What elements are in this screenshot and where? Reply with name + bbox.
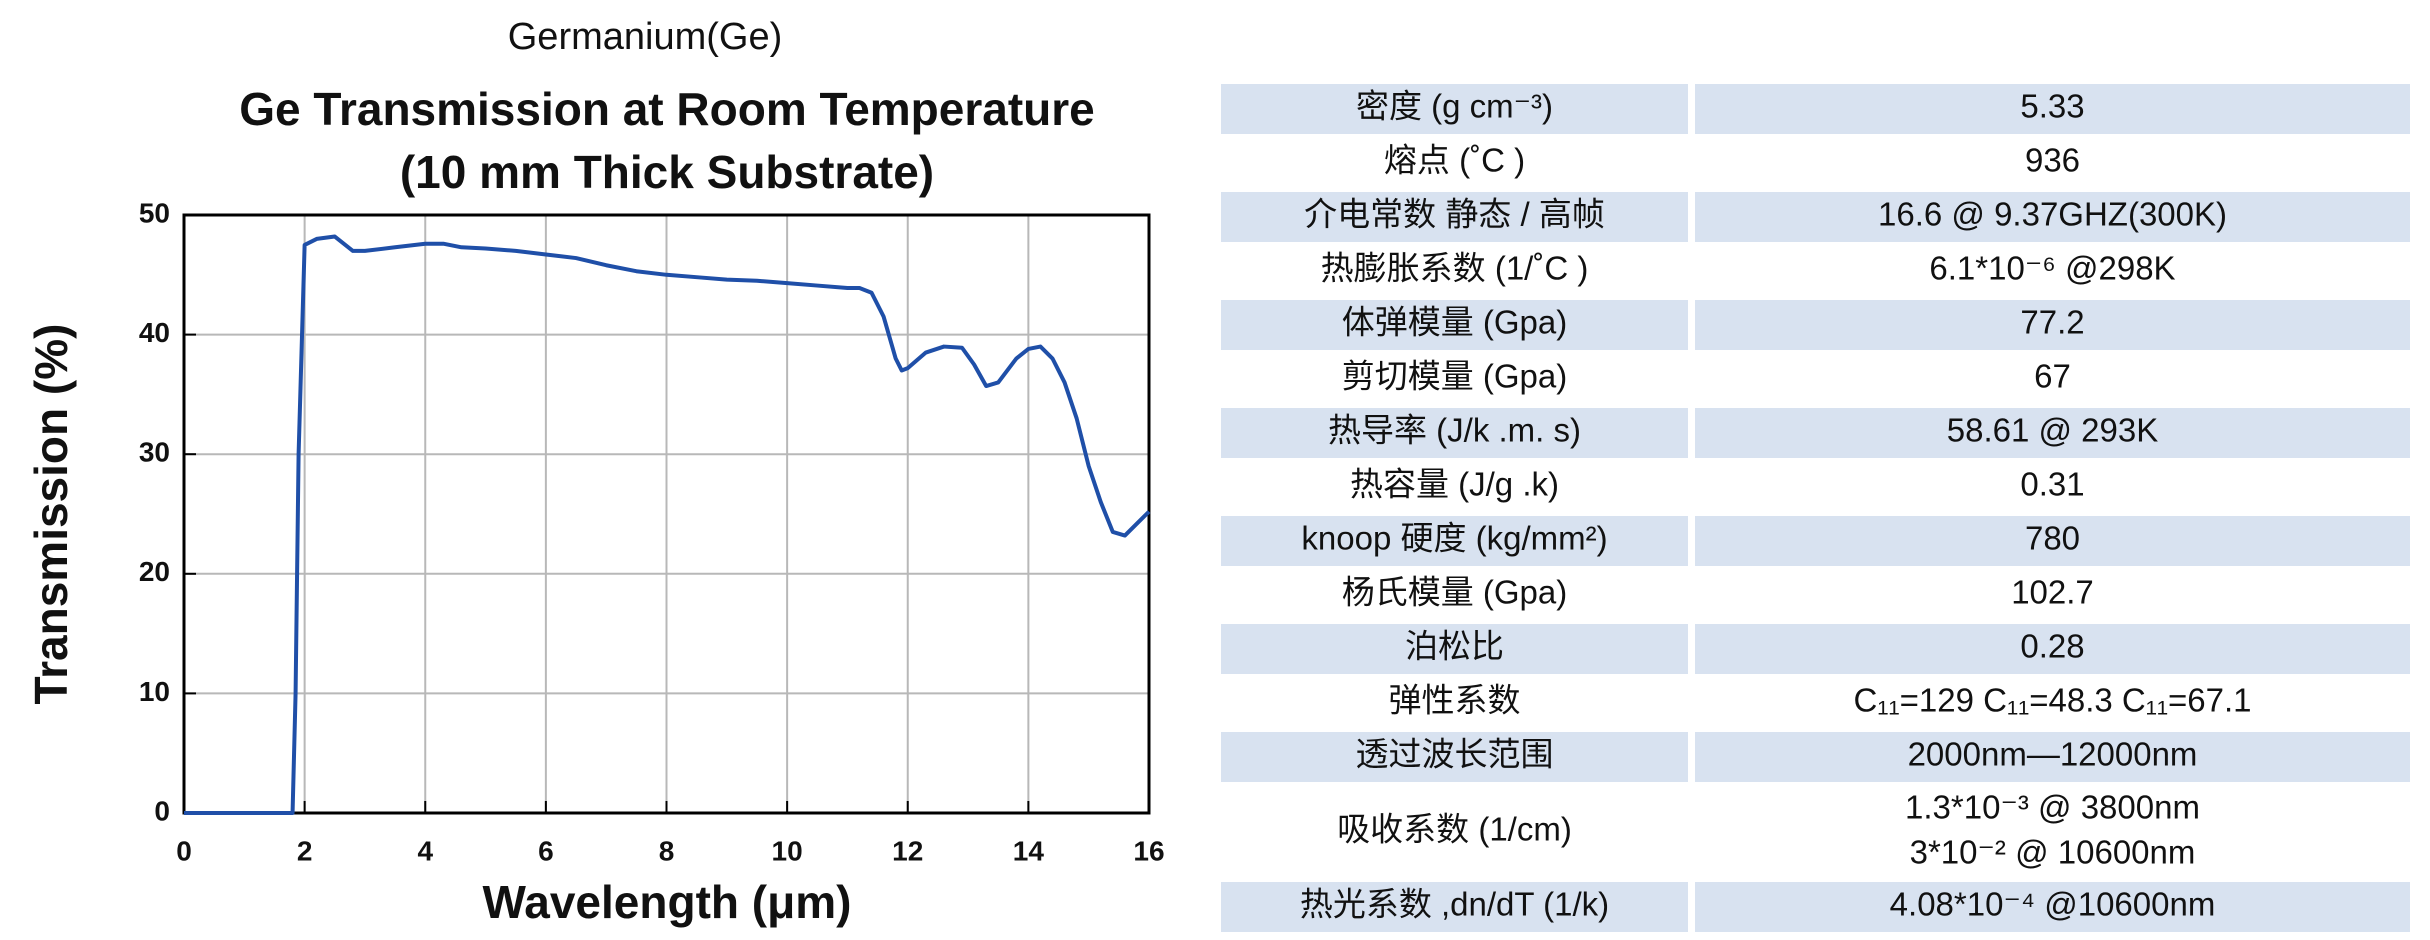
table-cell: [1221, 462, 1688, 512]
x-tick-label: 8: [659, 835, 675, 866]
table-cell: [1221, 624, 1688, 674]
table-cell: [1695, 300, 2410, 350]
table-cell: [1695, 84, 2410, 134]
table-cell: [1695, 516, 2410, 566]
property-name: 弹性系数: [1389, 682, 1521, 719]
table-cell: [1695, 732, 2410, 782]
table-cell: [1221, 786, 1688, 878]
y-tick-label: 0: [154, 795, 170, 826]
property-value: 3*10⁻² @ 10600nm: [1910, 834, 2196, 871]
property-value: 6.1*10⁻⁶ @298K: [1929, 250, 2175, 287]
table-cell: [1221, 300, 1688, 350]
table-cell: [1695, 570, 2410, 620]
table-cell: [1695, 786, 2410, 878]
property-value: 58.61 @ 293K: [1947, 412, 2159, 449]
chart-title: Ge Transmission at Room Temperature: [239, 83, 1095, 135]
table-cell: [1695, 678, 2410, 728]
table-cell: [1221, 570, 1688, 620]
property-name: 熔点 (˚C ): [1384, 142, 1525, 179]
table-cell: [1695, 882, 2410, 932]
property-name: 热光系数 ,dn/dT (1/k): [1300, 886, 1609, 923]
table-cell: [1221, 678, 1688, 728]
property-value: 780: [2025, 520, 2080, 557]
y-tick-label: 30: [139, 437, 170, 468]
property-value: 77.2: [2020, 304, 2084, 341]
property-name: 吸收系数 (1/cm): [1337, 811, 1572, 848]
table-cell: [1221, 732, 1688, 782]
property-value: 936: [2025, 142, 2080, 179]
header: Germanium(Ge): [508, 16, 783, 58]
property-name: 热容量 (J/g .k): [1350, 466, 1559, 503]
table-cell: [1695, 408, 2410, 458]
property-name: 透过波长范围: [1356, 736, 1554, 773]
table-cell: [1221, 408, 1688, 458]
property-name: 体弹模量 (Gpa): [1342, 304, 1568, 341]
x-tick-label: 10: [772, 835, 803, 866]
table-cell: [1695, 246, 2410, 296]
data-line: [184, 234, 1151, 815]
table-cell: [1695, 192, 2410, 242]
property-value: 102.7: [2011, 574, 2094, 611]
y-tick-label: 40: [139, 317, 170, 348]
y-axis-label: Transmission (%): [25, 324, 77, 705]
property-value: 4.08*10⁻⁴ @10600nm: [1890, 886, 2216, 923]
table-cell: [1695, 138, 2410, 188]
property-value: C₁₁=129 C₁₁=48.3 C₁₁=67.1: [1854, 682, 2252, 719]
x-axis-label: Wavelength (μm): [483, 876, 852, 928]
table-cell: [1221, 516, 1688, 566]
property-name: 杨氏模量 (Gpa): [1342, 574, 1568, 611]
property-name: 泊松比: [1405, 628, 1504, 665]
x-tick-label: 16: [1133, 835, 1164, 866]
property-value: 1.3*10⁻³ @ 3800nm: [1905, 789, 2200, 826]
table-cell: [1221, 138, 1688, 188]
table-cell: [1221, 84, 1688, 134]
x-tick-label: 12: [892, 835, 923, 866]
table-cell: [1695, 462, 2410, 512]
property-name: 介电常数 静态 / 高帧: [1304, 196, 1605, 233]
property-name: 密度 (g cm⁻³): [1356, 88, 1553, 125]
table-cell: [1221, 246, 1688, 296]
table-cell: [1221, 192, 1688, 242]
table-cell: [1695, 354, 2410, 404]
property-name: 剪切模量 (Gpa): [1342, 358, 1568, 395]
table-cell: [1221, 882, 1688, 932]
x-tick-label: 4: [417, 835, 433, 866]
chart-title: (10 mm Thick Substrate): [400, 146, 934, 198]
property-name: 热膨胀系数 (1/˚C ): [1321, 250, 1589, 287]
property-name: 热导率 (J/k .m. s): [1328, 412, 1581, 449]
table-cell: [1695, 624, 2410, 674]
x-tick-label: 2: [297, 835, 313, 866]
y-tick-label: 10: [139, 676, 170, 707]
property-value: 2000nm—12000nm: [1908, 736, 2198, 773]
x-tick-label: 0: [176, 835, 192, 866]
x-tick-label: 14: [1013, 835, 1045, 866]
property-value: 5.33: [2020, 88, 2084, 125]
property-value: 0.28: [2020, 628, 2084, 665]
y-tick-label: 20: [139, 556, 170, 587]
property-value: 16.6 @ 9.37GHZ(300K): [1878, 196, 2227, 233]
x-tick-label: 6: [538, 835, 554, 866]
property-name: knoop 硬度 (kg/mm²): [1301, 520, 1607, 557]
table-cell: [1221, 354, 1688, 404]
y-tick-label: 50: [139, 197, 170, 228]
property-value: 0.31: [2020, 466, 2084, 503]
property-value: 67: [2034, 358, 2071, 395]
